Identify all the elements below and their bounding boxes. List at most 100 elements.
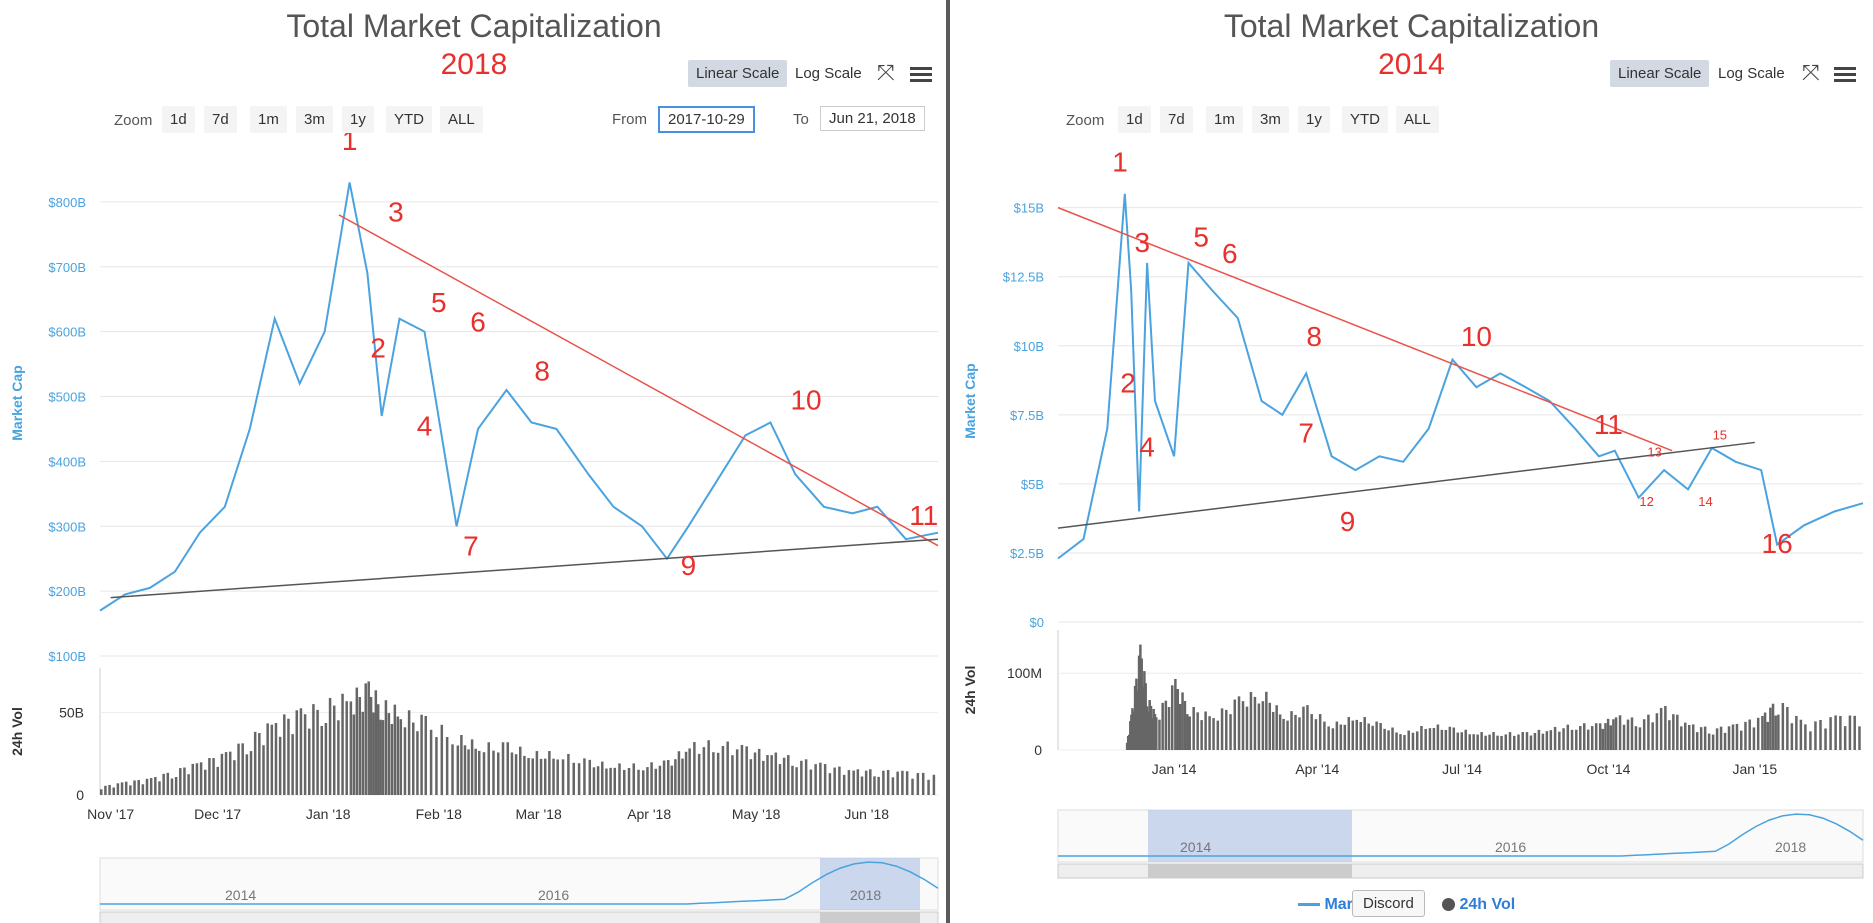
- volume-bar: [1496, 735, 1499, 750]
- volume-bar: [1748, 719, 1751, 750]
- zoom-button-1y[interactable]: 1y: [1298, 106, 1330, 133]
- volume-bar: [1216, 720, 1220, 750]
- volume-bar: [766, 755, 769, 795]
- fullscreen-icon[interactable]: ⤧: [877, 60, 895, 85]
- volume-bar: [1371, 725, 1374, 750]
- volume-bar: [1290, 711, 1293, 750]
- volume-bar: [1456, 732, 1460, 750]
- volume-bar: [745, 746, 748, 795]
- log-scale-button[interactable]: Log Scale: [795, 65, 862, 82]
- linear-scale-button[interactable]: Linear Scale: [1610, 60, 1710, 87]
- volume-bar: [390, 723, 394, 795]
- volume-bar: [145, 778, 149, 795]
- volume-bar: [905, 771, 909, 795]
- volume-bar: [1529, 735, 1533, 750]
- to-date-input[interactable]: Jun 21, 2018: [820, 106, 925, 131]
- wave-annotation: 2: [1120, 368, 1136, 399]
- volume-bar: [1383, 728, 1386, 750]
- volume-bar: [129, 785, 132, 795]
- volume-bar: [1278, 714, 1282, 750]
- legend-market-cap[interactable]: Mar: [1298, 896, 1353, 914]
- volume-bar: [349, 701, 353, 795]
- zoom-button-7d[interactable]: 7d: [204, 106, 237, 133]
- chart-subtitle: 2014: [1378, 48, 1445, 81]
- volume-bar: [1761, 715, 1764, 750]
- volume-bar: [133, 780, 136, 795]
- volume-bar: [869, 769, 872, 795]
- volume-bar: [295, 710, 299, 795]
- volume-axis-label: 24h Vol: [962, 666, 978, 715]
- volume-bar: [445, 737, 449, 795]
- market-cap-chart-2018: $800B $700B $600B $500B $400B $300B $200B $100B…: [9, 125, 939, 923]
- volume-bar: [341, 693, 344, 795]
- volume-bar: [1367, 723, 1370, 750]
- volume-bar: [487, 742, 491, 795]
- volume-bar: [283, 714, 286, 795]
- wave-annotation: 4: [417, 410, 433, 441]
- volume-bar: [697, 753, 701, 795]
- volume-bar: [137, 779, 140, 795]
- menu-icon[interactable]: [910, 64, 932, 85]
- volume-bar: [245, 754, 249, 795]
- volume-bar: [1715, 728, 1719, 750]
- zoom-button-1m[interactable]: 1m: [1206, 106, 1243, 133]
- fullscreen-icon[interactable]: ⤧: [1802, 60, 1820, 85]
- volume-bar: [1415, 731, 1419, 750]
- navigator-background: [99, 857, 939, 911]
- volume-bar: [1204, 711, 1207, 750]
- volume-bar: [266, 723, 269, 795]
- volume-bar: [1853, 715, 1856, 750]
- menu-icon[interactable]: [1834, 64, 1856, 85]
- volume-bar: [1799, 719, 1803, 750]
- volume-bar: [1306, 705, 1309, 750]
- volume-bar: [124, 781, 128, 795]
- volume-bar: [1719, 726, 1723, 750]
- log-scale-button[interactable]: Log Scale: [1718, 65, 1785, 82]
- volume-bar: [1363, 717, 1366, 750]
- volume-bar: [1848, 715, 1852, 750]
- volume-bar: [241, 743, 244, 795]
- zoom-button-3m[interactable]: 3m: [1252, 106, 1289, 133]
- zoom-button-1y[interactable]: 1y: [342, 106, 374, 133]
- from-date-input[interactable]: 2017-10-29: [658, 106, 755, 133]
- volume-bar: [100, 789, 103, 795]
- volume-bar: [596, 766, 600, 795]
- linear-scale-button[interactable]: Linear Scale: [688, 60, 788, 87]
- volume-bar: [1186, 714, 1189, 750]
- zoom-button-1d[interactable]: 1d: [162, 106, 195, 133]
- volume-bar: [224, 752, 228, 795]
- volume-bar: [212, 758, 215, 795]
- volume-bar: [379, 719, 382, 795]
- volume-bar: [424, 716, 428, 795]
- zoom-button-all[interactable]: ALL: [440, 106, 483, 133]
- volume-bar: [1375, 721, 1378, 750]
- volume-bar: [1196, 712, 1199, 750]
- zoom-button-ytd[interactable]: YTD: [1342, 106, 1388, 133]
- volume-bar: [345, 701, 348, 795]
- zoom-button-1d[interactable]: 1d: [1118, 106, 1151, 133]
- y-tick-label: $2.5B: [1010, 546, 1044, 561]
- volume-bar: [1492, 732, 1495, 750]
- zoom-button-3m[interactable]: 3m: [296, 106, 333, 133]
- volume-bar: [823, 764, 827, 795]
- volume-bar: [1343, 724, 1347, 750]
- zoom-button-7d[interactable]: 7d: [1160, 106, 1193, 133]
- support-trendline: [1057, 441, 1755, 529]
- volume-bar: [740, 744, 744, 795]
- volume-bar: [642, 770, 645, 795]
- volume-bar: [1327, 726, 1330, 750]
- zoom-button-1m[interactable]: 1m: [250, 106, 287, 133]
- volume-bar: [1562, 728, 1565, 750]
- volume-bar: [1144, 683, 1147, 750]
- volume-bar: [1257, 703, 1261, 750]
- zoom-button-ytd[interactable]: YTD: [386, 106, 432, 133]
- zoom-button-all[interactable]: ALL: [1396, 106, 1439, 133]
- volume-bar: [627, 767, 631, 795]
- volume-bar: [1549, 730, 1553, 750]
- volume-bar: [1566, 724, 1570, 750]
- volume-bar: [577, 763, 581, 795]
- volume-bar: [561, 759, 565, 795]
- legend-volume[interactable]: 24h Vol: [1442, 896, 1515, 914]
- volume-bar: [1763, 712, 1767, 750]
- volume-bar: [609, 767, 612, 795]
